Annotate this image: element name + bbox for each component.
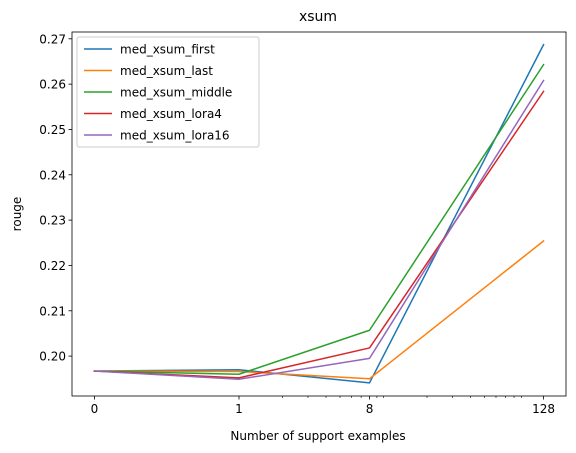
legend-label: med_xsum_middle — [120, 86, 232, 100]
y-tick-label: 0.24 — [39, 168, 66, 182]
series-line-med-xsum-last — [93, 239, 545, 380]
legend-label: med_xsum_last — [120, 64, 213, 78]
series-line-med-xsum-lora16 — [93, 79, 545, 380]
y-tick-label: 0.25 — [39, 123, 66, 137]
legend-items: med_xsum_first med_xsum_last med_xsum_midd… — [84, 43, 232, 143]
x-axis-ticks: 0 1 8 128 — [91, 396, 555, 416]
legend-label: med_xsum_first — [120, 43, 215, 57]
y-tick-label: 0.22 — [39, 259, 66, 273]
series-layer — [93, 43, 545, 384]
legend-label: med_xsum_lora16 — [120, 129, 230, 143]
x-tick-label: 1 — [235, 402, 243, 416]
y-axis-label: rouge — [10, 197, 24, 232]
x-tick-label: 8 — [366, 402, 374, 416]
x-tick-label: 128 — [532, 402, 555, 416]
chart-title: xsum — [299, 9, 337, 25]
y-tick-label: 0.23 — [39, 214, 66, 228]
plot-frame — [71, 31, 567, 397]
y-tick-label: 0.27 — [39, 32, 66, 46]
series-line-med-xsum-first — [93, 43, 545, 384]
series-line-med-xsum-middle — [93, 63, 545, 375]
plot-area: 0 1 8 128 0.20 0.21 0.22 0.23 0.24 0.25 0.26 0.27 — [39, 31, 567, 416]
y-tick-label: 0.20 — [39, 350, 66, 364]
legend-label: med_xsum_lora4 — [120, 107, 222, 121]
x-axis-label: Number of support examples — [230, 429, 405, 443]
legend: med_xsum_first med_xsum_last med_xsum_midd… — [76, 36, 260, 148]
x-tick-label: 0 — [91, 402, 99, 416]
legend-box — [76, 36, 260, 148]
y-tick-label: 0.21 — [39, 304, 66, 318]
y-tick-label: 0.26 — [39, 78, 66, 92]
y-axis-ticks: 0.20 0.21 0.22 0.23 0.24 0.25 0.26 0.27 — [39, 32, 72, 364]
